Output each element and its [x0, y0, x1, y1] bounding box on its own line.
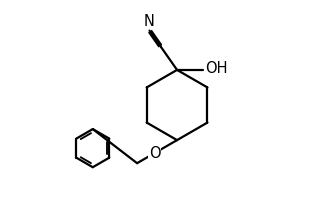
- Text: OH: OH: [205, 61, 227, 76]
- Text: N: N: [144, 14, 154, 29]
- Text: O: O: [149, 146, 160, 161]
